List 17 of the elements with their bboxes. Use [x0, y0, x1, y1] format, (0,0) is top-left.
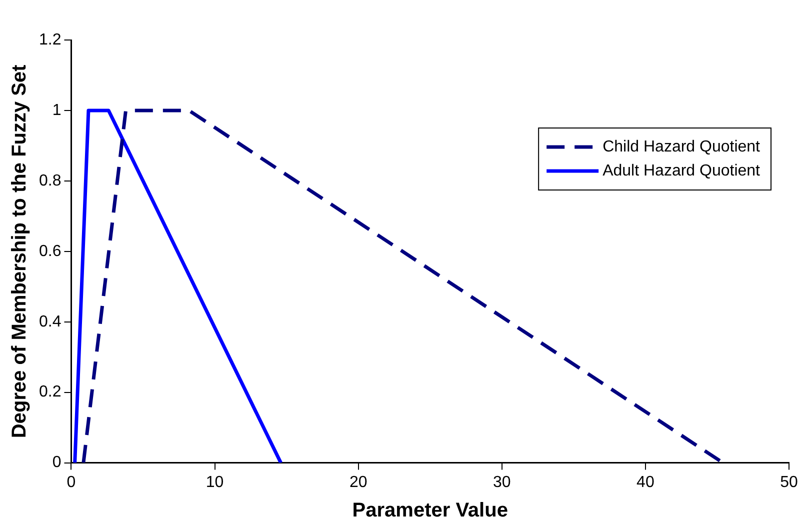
y-tick-label: 0.4 — [38, 313, 62, 330]
legend-label: Adult Hazard Quotient — [602, 162, 761, 180]
y-tick-label: 0.8 — [38, 172, 62, 190]
x-tick-label: 10 — [206, 474, 224, 491]
x-tick-label: 0 — [66, 474, 76, 491]
y-axis-title: Degree of Membership to the Fuzzy Set — [8, 64, 31, 438]
y-tick-label: 0 — [52, 454, 62, 472]
x-tick-label: 40 — [636, 474, 654, 491]
x-axis-title: Parameter Value — [352, 500, 508, 522]
y-tick-label: 1.2 — [38, 31, 62, 48]
x-tick-label: 20 — [349, 474, 368, 491]
legend-label: Child Hazard Quotient — [602, 138, 761, 156]
y-tick-label: 1 — [52, 102, 62, 119]
x-tick-label: 50 — [780, 474, 798, 491]
y-tick-label: 0.2 — [38, 384, 62, 401]
x-tick-label: 30 — [493, 474, 511, 491]
y-tick-label: 0.6 — [38, 242, 62, 260]
